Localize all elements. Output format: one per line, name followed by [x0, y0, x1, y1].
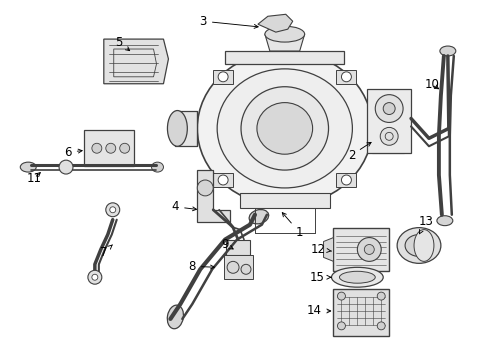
Ellipse shape: [332, 267, 383, 287]
Ellipse shape: [151, 162, 164, 172]
Circle shape: [380, 127, 398, 145]
Text: 10: 10: [424, 78, 440, 91]
Text: 2: 2: [347, 142, 371, 162]
Ellipse shape: [340, 271, 375, 283]
Circle shape: [106, 203, 120, 217]
Polygon shape: [104, 39, 169, 84]
Text: 15: 15: [310, 271, 331, 284]
Text: 14: 14: [307, 305, 331, 318]
Circle shape: [241, 264, 251, 274]
Circle shape: [375, 95, 403, 122]
Circle shape: [342, 72, 351, 82]
Circle shape: [338, 322, 345, 330]
Polygon shape: [334, 228, 389, 271]
Text: 9: 9: [221, 238, 233, 251]
Circle shape: [218, 175, 228, 185]
Ellipse shape: [241, 87, 328, 170]
Text: 11: 11: [26, 171, 42, 185]
Circle shape: [342, 175, 351, 185]
Text: 3: 3: [199, 15, 258, 28]
Polygon shape: [334, 289, 389, 336]
Circle shape: [218, 72, 228, 82]
Circle shape: [59, 160, 73, 174]
Text: 12: 12: [311, 243, 332, 256]
Ellipse shape: [397, 228, 441, 264]
Text: 6: 6: [64, 146, 82, 159]
Circle shape: [377, 292, 385, 300]
Polygon shape: [213, 173, 233, 187]
Polygon shape: [368, 89, 411, 153]
Circle shape: [92, 274, 98, 280]
Text: 13: 13: [418, 215, 434, 234]
Polygon shape: [337, 173, 356, 187]
Ellipse shape: [405, 235, 433, 256]
Text: 8: 8: [189, 260, 214, 273]
Text: 5: 5: [115, 36, 130, 51]
Ellipse shape: [414, 230, 434, 261]
Polygon shape: [226, 239, 250, 255]
Circle shape: [88, 270, 102, 284]
Polygon shape: [175, 111, 197, 146]
Circle shape: [365, 244, 374, 255]
Ellipse shape: [440, 46, 456, 56]
Circle shape: [110, 207, 116, 213]
Text: 4: 4: [172, 200, 196, 213]
Circle shape: [377, 322, 385, 330]
Polygon shape: [258, 14, 293, 32]
Ellipse shape: [197, 51, 372, 206]
Ellipse shape: [265, 26, 305, 42]
Polygon shape: [323, 238, 334, 261]
Circle shape: [383, 103, 395, 114]
Text: 7: 7: [100, 245, 112, 259]
Text: 1: 1: [282, 213, 303, 239]
Circle shape: [106, 143, 116, 153]
Ellipse shape: [217, 69, 352, 188]
Polygon shape: [213, 70, 233, 84]
Circle shape: [120, 143, 130, 153]
Ellipse shape: [20, 162, 36, 172]
Ellipse shape: [249, 210, 269, 224]
Ellipse shape: [257, 103, 313, 154]
Circle shape: [197, 180, 213, 196]
Ellipse shape: [168, 111, 187, 146]
Ellipse shape: [437, 216, 453, 226]
Polygon shape: [225, 51, 344, 64]
Polygon shape: [372, 104, 404, 153]
Circle shape: [357, 238, 381, 261]
Circle shape: [227, 261, 239, 273]
Polygon shape: [265, 34, 305, 51]
Polygon shape: [224, 255, 253, 279]
Polygon shape: [240, 193, 329, 208]
Circle shape: [338, 292, 345, 300]
Polygon shape: [337, 70, 356, 84]
Polygon shape: [197, 170, 230, 222]
Circle shape: [92, 143, 102, 153]
Polygon shape: [84, 130, 134, 166]
Ellipse shape: [167, 305, 183, 329]
